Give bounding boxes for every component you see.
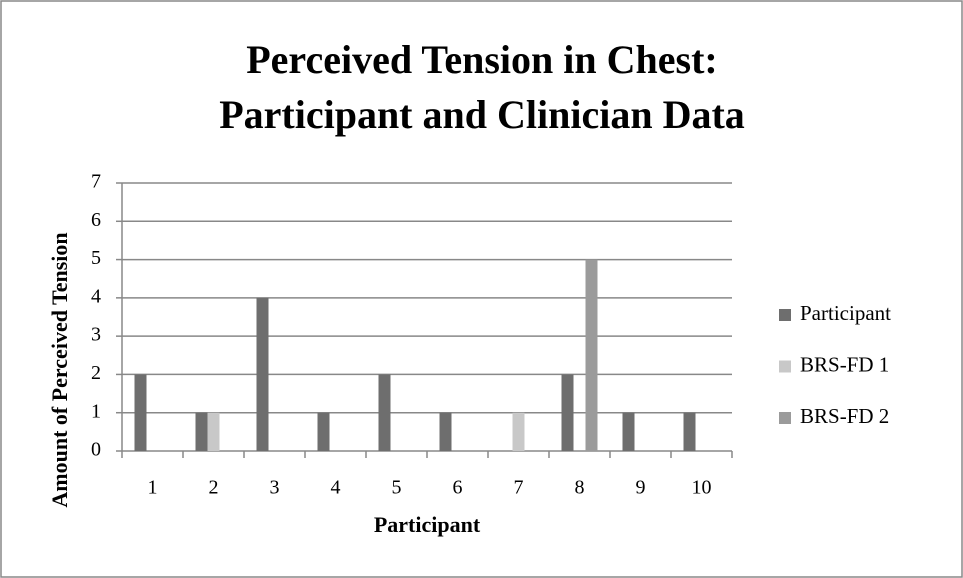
y-tick-label: 0: [91, 439, 101, 461]
y-tick-label: 2: [91, 362, 101, 384]
bar: [195, 412, 208, 451]
bar: [134, 374, 147, 451]
bar: [512, 412, 525, 451]
bar: [622, 412, 635, 451]
x-tick-label: 7: [514, 477, 524, 499]
bar: [585, 259, 598, 451]
x-tick-label: 6: [453, 477, 463, 499]
bar: [439, 412, 452, 451]
x-axis-label: Participant: [374, 512, 481, 537]
y-axis-label: Amount of Perceived Tension: [47, 232, 72, 507]
legend-swatch: [779, 412, 791, 424]
y-tick-label: 1: [91, 400, 101, 422]
y-tick-label: 5: [91, 247, 101, 269]
legend-label: BRS-FD 2: [800, 404, 889, 428]
x-tick-label: 10: [692, 477, 712, 499]
x-tick-label: 1: [148, 477, 158, 499]
bar: [378, 374, 391, 451]
bar: [317, 412, 330, 451]
legend-swatch: [779, 360, 791, 373]
legend-swatch: [779, 309, 791, 321]
y-tick-label: 6: [91, 209, 101, 231]
legend-label: BRS-FD 1: [800, 352, 889, 376]
x-tick-label: 4: [331, 477, 341, 499]
y-tick-label: 4: [91, 285, 101, 307]
bar: [683, 412, 696, 451]
bar: [256, 297, 269, 451]
x-tick-label: 8: [575, 477, 585, 499]
y-tick-label: 3: [91, 324, 101, 346]
legend-label: Participant: [800, 301, 891, 325]
x-tick-label: 2: [209, 477, 219, 499]
bar: [207, 412, 220, 451]
bar: [561, 374, 574, 451]
x-tick-label: 5: [392, 477, 402, 499]
chart-title: Participant and Clinician Data: [219, 92, 745, 137]
y-tick-label: 7: [91, 171, 101, 193]
x-tick-label: 9: [636, 477, 646, 499]
x-tick-label: 3: [270, 477, 280, 499]
chart-title: Perceived Tension in Chest:: [246, 37, 718, 82]
